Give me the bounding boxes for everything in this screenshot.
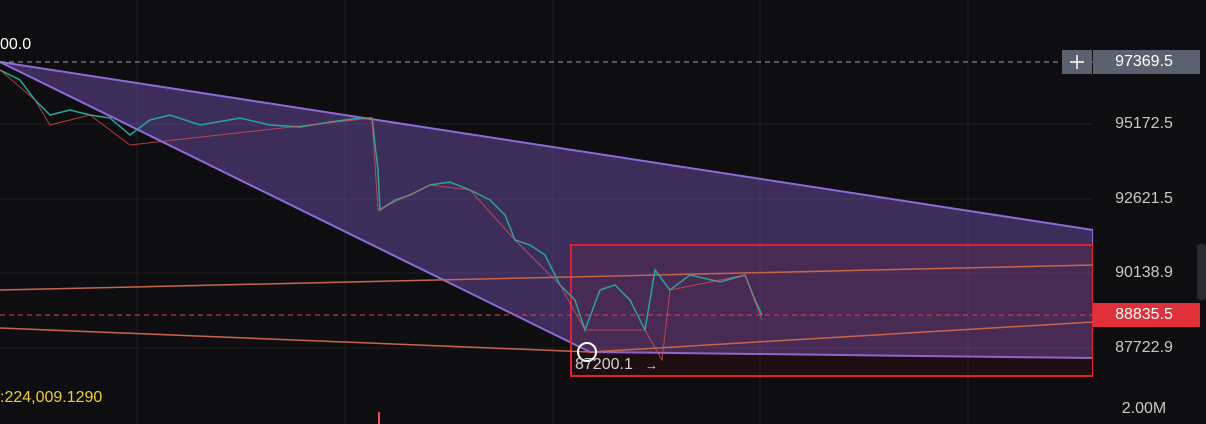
price-candles-down	[0, 69, 763, 362]
volume-readout: :224,009.1290	[0, 389, 102, 406]
price-axis-labels: 95172.5 92621.5 90138.9 87722.9 2.00M	[1115, 115, 1173, 417]
scroll-handle[interactable]	[1197, 244, 1206, 300]
price-label: 87722.9	[1115, 339, 1173, 356]
range-box	[570, 244, 1094, 377]
low-arrow: →	[645, 357, 658, 372]
trend-lines	[0, 264, 1094, 353]
grid	[0, 0, 1093, 424]
volume-label: 2.00M	[1122, 400, 1166, 417]
last-price: 88835.5	[1115, 306, 1173, 323]
low-marker: 87200.1	[575, 356, 633, 373]
low-point	[577, 342, 597, 362]
add-icon	[1070, 55, 1084, 69]
crosshair-price-box	[1093, 50, 1200, 74]
last-price-box	[1093, 303, 1200, 327]
crosshair-price: 97369.5	[1115, 53, 1173, 70]
price-label: 90138.9	[1115, 264, 1173, 281]
price-label: 92621.5	[1115, 190, 1173, 207]
top-left-value: 00.0	[0, 36, 31, 53]
price-label: 95172.5	[1115, 115, 1173, 132]
